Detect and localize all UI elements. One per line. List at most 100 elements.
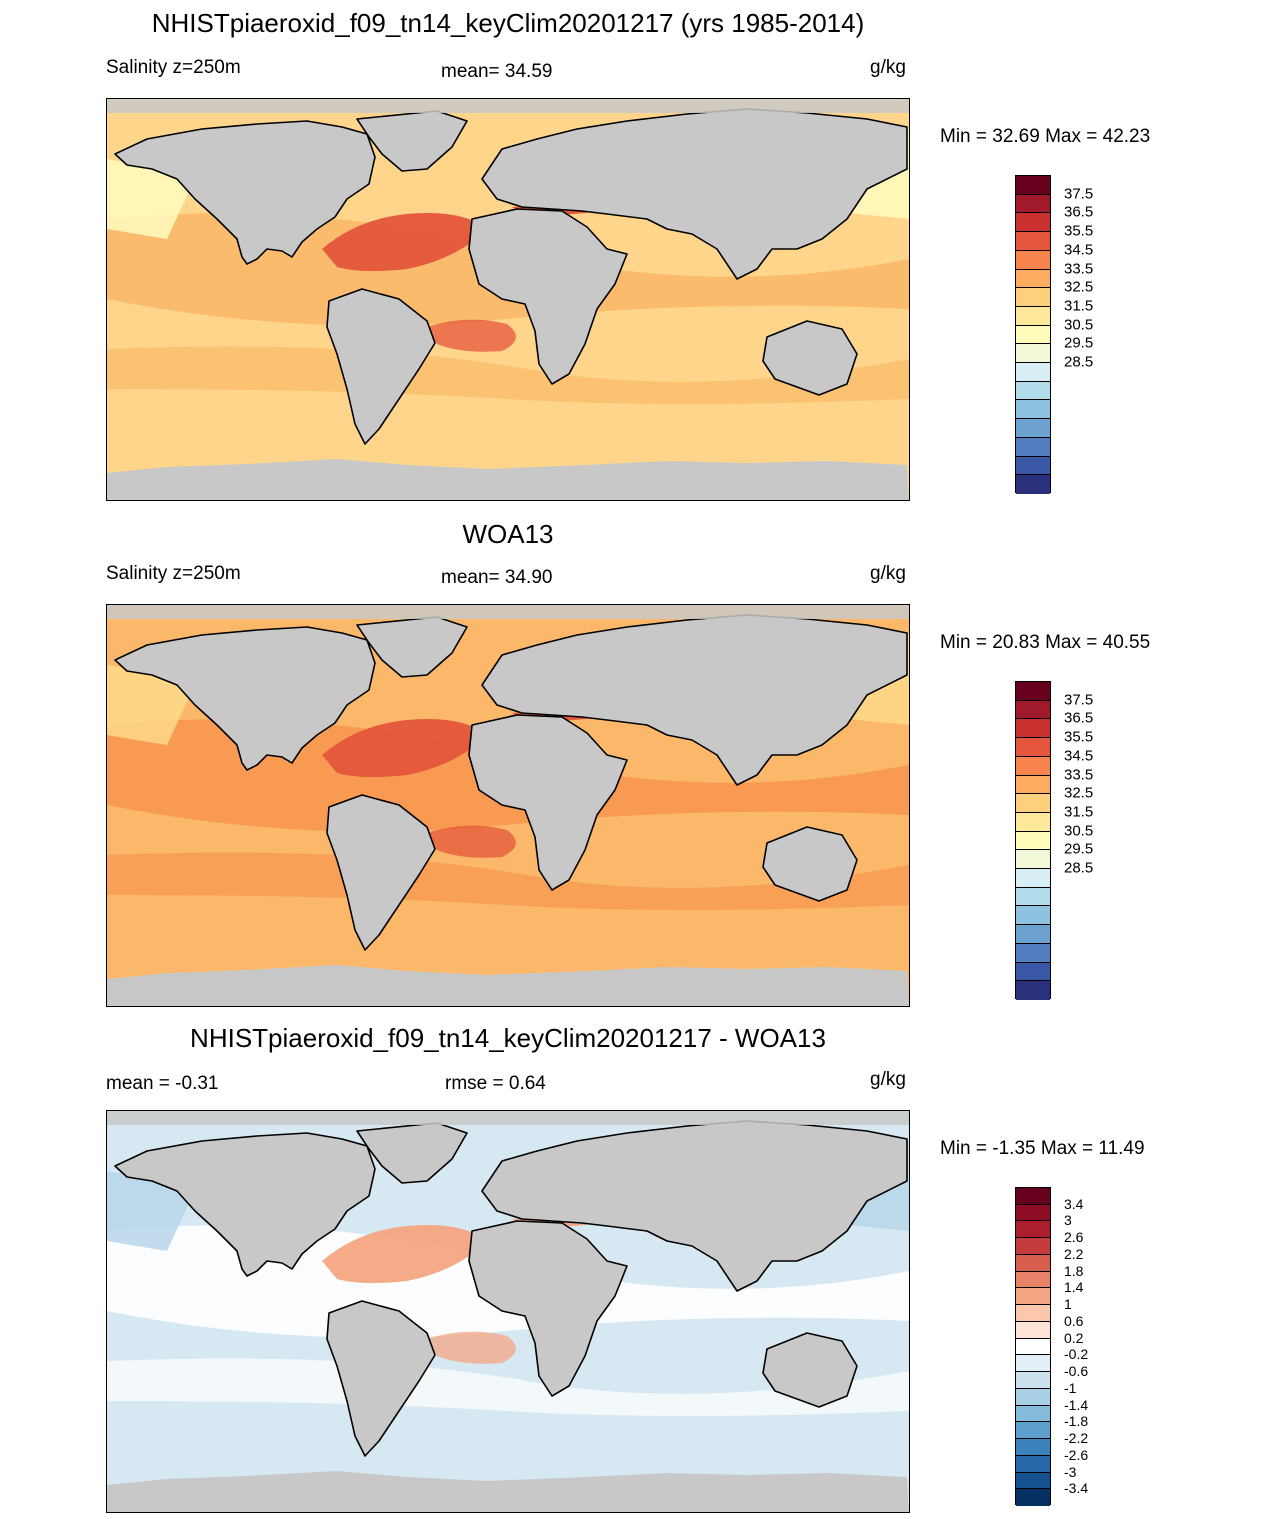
colorbar-tick-label: 30.5 [1064, 316, 1094, 334]
panel3-rmse-label: rmse = 0.64 [445, 1073, 546, 1094]
landmass-southAmerica [326, 1300, 436, 1457]
landmass-africa [468, 208, 628, 385]
landmass-eurasia [481, 1120, 908, 1292]
colorbar-tick-label: -1.8 [1064, 1413, 1089, 1430]
field-band [107, 852, 909, 910]
panel2-variable-label: Salinity z=250m [106, 563, 241, 584]
colorbar-tick-label: -0.2 [1064, 1346, 1089, 1363]
colorbar-swatch [1016, 1489, 1050, 1506]
panel3-map [106, 1110, 910, 1513]
colorbar-tick-label: -1 [1064, 1379, 1077, 1396]
arctic-mask [107, 1111, 909, 1125]
salinity-anomaly-region [427, 825, 516, 858]
panel1-variable-label: Salinity z=250m [106, 57, 241, 78]
colorbar-swatch [1016, 831, 1050, 851]
colorbar-tick-label: 0.2 [1064, 1329, 1084, 1346]
colorbar-swatch [1016, 1455, 1050, 1473]
colorbar-swatch [1016, 400, 1050, 420]
salinity-anomaly-region [427, 319, 516, 352]
colorbar-swatch [1016, 1288, 1050, 1306]
landmass-australia [762, 1332, 858, 1408]
panel2-colorbar [1015, 681, 1051, 1000]
colorbar-swatch [1016, 325, 1050, 345]
colorbar-swatch [1016, 1472, 1050, 1490]
colorbar-swatch [1016, 1388, 1050, 1406]
colorbar-swatch [1016, 887, 1050, 907]
world-map [107, 605, 909, 1006]
colorbar-tick-label: 33.5 [1064, 260, 1094, 278]
salinity-anomaly-region [427, 1331, 516, 1364]
colorbar-swatch [1016, 232, 1050, 251]
colorbar-tick-label: 3 [1064, 1212, 1072, 1229]
field-band [107, 1171, 197, 1251]
colorbar-tick-label: 35.5 [1064, 728, 1094, 746]
colorbar-swatch [1016, 850, 1050, 870]
landmass-southAmerica [326, 794, 436, 951]
panel1-colorbar [1015, 175, 1051, 494]
landmass-antarctica [107, 459, 909, 500]
colorbar-swatch [1016, 700, 1050, 720]
colorbar-tick-label: 3.4 [1064, 1195, 1084, 1212]
colorbar-swatch [1016, 1321, 1050, 1339]
colorbar-swatch [1016, 381, 1050, 401]
colorbar-tick-label: 1.8 [1064, 1262, 1084, 1279]
landmass-greenland [356, 1122, 468, 1184]
colorbar-tick-label: 34.5 [1064, 241, 1094, 259]
colorbar-tick-label: 2.6 [1064, 1229, 1084, 1246]
landmass-australia [762, 826, 858, 902]
colorbar-swatch [1016, 363, 1050, 382]
arctic-mask [107, 605, 909, 619]
colorbar-tick-label: 32.5 [1064, 278, 1094, 296]
colorbar-tick-label: 31.5 [1064, 297, 1094, 315]
colorbar-tick-label: 31.5 [1064, 803, 1094, 821]
colorbar-swatch [1016, 906, 1050, 926]
panel3-colorbar [1015, 1187, 1051, 1506]
panel2-mean-label: mean= 34.90 [441, 567, 553, 588]
colorbar-swatch [1016, 269, 1050, 289]
colorbar-tick-label: 35.5 [1064, 222, 1094, 240]
colorbar-tick-label: 33.5 [1064, 766, 1094, 784]
panel2-units-label: g/kg [870, 563, 906, 584]
colorbar-swatch [1016, 176, 1050, 195]
field-band [107, 159, 197, 239]
landmass-northAmerica [114, 120, 376, 265]
colorbar-swatch [1016, 775, 1050, 795]
colorbar-swatch [1016, 437, 1050, 457]
colorbar-swatch [1016, 738, 1050, 757]
colorbar-swatch [1016, 682, 1050, 701]
landmass-eurasia [481, 614, 908, 786]
panel2-map [106, 604, 910, 1007]
colorbar-swatch [1016, 250, 1050, 270]
panel3-title: NHISTpiaeroxid_f09_tn14_keyClim20201217 … [190, 1023, 826, 1053]
world-map [107, 99, 909, 500]
panel1-title: NHISTpiaeroxid_f09_tn14_keyClim20201217 … [151, 8, 865, 38]
colorbar-swatch [1016, 812, 1050, 832]
colorbar-swatch [1016, 1439, 1050, 1456]
panel1-units-label: g/kg [870, 57, 906, 78]
colorbar-swatch [1016, 194, 1050, 214]
field-band [107, 665, 197, 745]
salinity-anomaly-region [322, 719, 487, 778]
panel1-mean-label: mean= 34.59 [441, 61, 553, 82]
colorbar-tick-label: 29.5 [1064, 840, 1094, 858]
colorbar-swatch [1016, 1422, 1050, 1440]
landmass-southAmerica [326, 288, 436, 445]
colorbar-swatch [1016, 1254, 1050, 1272]
arctic-mask [107, 99, 909, 113]
colorbar-tick-label: 36.5 [1064, 203, 1094, 221]
colorbar-swatch [1016, 719, 1050, 739]
colorbar-swatch [1016, 1221, 1050, 1239]
colorbar-swatch [1016, 1188, 1050, 1205]
landmass-antarctica [107, 965, 909, 1006]
panel1-map [106, 98, 910, 501]
colorbar-swatch [1016, 1271, 1050, 1289]
colorbar-swatch [1016, 1204, 1050, 1222]
colorbar-swatch [1016, 869, 1050, 888]
colorbar-tick-label: 36.5 [1064, 709, 1094, 727]
colorbar-swatch [1016, 756, 1050, 776]
colorbar-tick-label: 2.2 [1064, 1245, 1084, 1262]
colorbar-tick-label: 34.5 [1064, 747, 1094, 765]
colorbar-tick-label: 30.5 [1064, 822, 1094, 840]
world-map [107, 1111, 909, 1512]
colorbar-tick-label: 29.5 [1064, 334, 1094, 352]
